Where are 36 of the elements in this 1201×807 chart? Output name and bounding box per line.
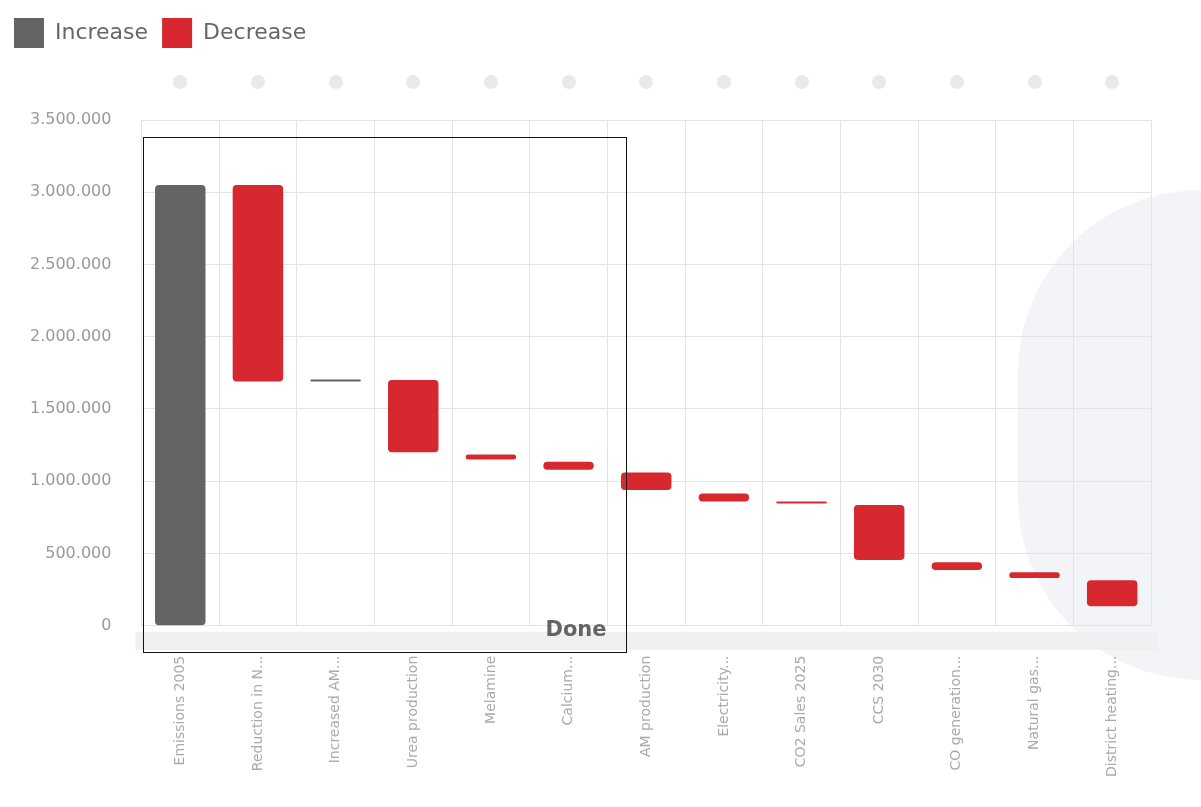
bar: [620, 472, 672, 490]
x-tick-label: Calcium...: [559, 655, 576, 726]
y-tick-label: 0: [101, 614, 112, 634]
bar: [776, 501, 827, 504]
x-tick-label: Emissions 2005: [170, 655, 187, 766]
x-tick-label: CO2 Sales 2025: [792, 655, 809, 768]
x-tick-label: Urea production: [403, 655, 420, 769]
y-tick-label: 1.000.000: [29, 470, 112, 490]
y-tick-label: 2.500.000: [29, 253, 112, 273]
bar: [853, 505, 905, 560]
bar: [465, 454, 517, 460]
x-tick-label: CO generation...: [947, 655, 964, 771]
bar: [1009, 572, 1060, 579]
bar: [388, 380, 439, 453]
x-tick-label: CCS 2030: [869, 655, 886, 725]
bar: [155, 185, 206, 626]
bar: [1086, 580, 1138, 607]
x-tick-label: AM production: [636, 655, 653, 757]
y-tick-label: 2.000.000: [29, 325, 112, 345]
annotation: Done: [545, 617, 607, 642]
bar: [310, 379, 361, 382]
x-tick-label: Electricity...: [714, 655, 731, 737]
bar: [232, 185, 284, 382]
legend-label: Increase: [55, 18, 149, 44]
y-tick-label: 1.500.000: [29, 398, 112, 418]
bar: [543, 461, 594, 470]
x-tick-label: Reduction in N...: [248, 655, 265, 772]
x-tick-label: Increased AM...: [326, 655, 343, 764]
y-tick-label: 3.500.000: [29, 109, 112, 129]
bar: [931, 562, 983, 571]
y-tick-label: 500.000: [45, 542, 112, 562]
y-tick-label: 3.000.000: [29, 181, 112, 201]
legend-label: Decrease: [203, 18, 307, 44]
x-tick-label: Melamine: [481, 655, 498, 724]
x-tick-label: Natural gas...: [1025, 655, 1042, 750]
x-tick-label: District heating...: [1102, 655, 1119, 778]
